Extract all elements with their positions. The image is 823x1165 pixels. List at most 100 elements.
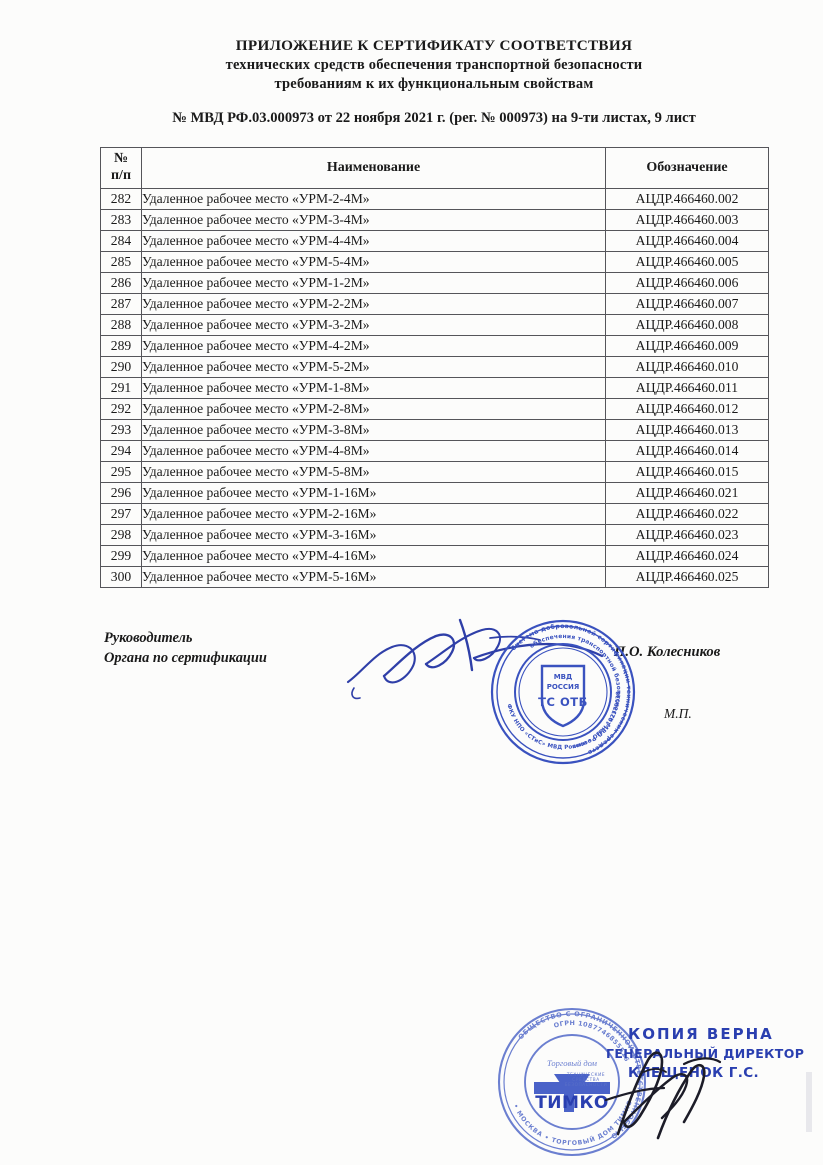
cell-designation: АЦДР.466460.009 <box>605 335 769 357</box>
cell-designation: АЦДР.466460.022 <box>605 503 769 525</box>
cell-number: 287 <box>100 293 142 315</box>
cell-number: 293 <box>100 419 142 441</box>
svg-text:ОБЩЕСТВО С ОГРАНИЧЕННОЙ ОТВЕТС: ОБЩЕСТВО С ОГРАНИЧЕННОЙ ОТВЕТСТВЕННОСТЬЮ <box>517 1010 644 1141</box>
cell-product-name: Удаленное рабочее место «УРМ-2-8М» <box>141 398 606 420</box>
table-row: 291 Удаленное рабочее место «УРМ-1-8М» АЦД… <box>100 377 769 399</box>
document-title-line-3: требованиям к их функциональным свойства… <box>274 76 594 93</box>
svg-text:РОССИЯ: РОССИЯ <box>547 683 580 691</box>
cell-number: 286 <box>100 272 142 294</box>
shield-icon <box>540 664 586 728</box>
cell-designation: АЦДР.466460.021 <box>605 482 769 504</box>
cell-product-name: Удаленное рабочее место «УРМ-4-16М» <box>141 545 606 567</box>
table-body: 282 Удаленное рабочее место «УРМ-2-4М» АЦД… <box>100 188 769 588</box>
signatory-role-line-2: Органа по сертификации <box>104 650 267 667</box>
cell-designation: АЦДР.466460.005 <box>605 251 769 273</box>
svg-text:ТИМКО: ТИМКО <box>535 1093 609 1113</box>
column-header-name: Наименование <box>141 147 606 189</box>
cell-number: 282 <box>100 188 142 210</box>
cell-number: 291 <box>100 377 142 399</box>
cell-number: 297 <box>100 503 142 525</box>
cell-number: 294 <box>100 440 142 462</box>
cell-designation: АЦДР.466460.024 <box>605 545 769 567</box>
cell-designation: АЦДР.466460.007 <box>605 293 769 315</box>
cell-number: 298 <box>100 524 142 546</box>
cell-designation: АЦДР.466460.008 <box>605 314 769 336</box>
cell-number: 300 <box>100 566 142 588</box>
svg-text:ТЕХНИЧЕСКИЕ: ТЕХНИЧЕСКИЕ <box>566 1072 605 1077</box>
cell-number: 296 <box>100 482 142 504</box>
certifier-name: КЛЕЩЕНОК Г.С. <box>628 1064 760 1081</box>
seal-place-marker: М.П. <box>664 706 692 721</box>
cell-product-name: Удаленное рабочее место «УРМ-2-4М» <box>141 188 606 210</box>
cell-product-name: Удаленное рабочее место «УРМ-3-16М» <box>141 524 606 546</box>
cell-product-name: Удаленное рабочее место «УРМ-1-2М» <box>141 272 606 294</box>
table-row: 283 Удаленное рабочее место «УРМ-3-4М» АЦД… <box>100 209 769 231</box>
document-title-line-1: ПРИЛОЖЕНИЕ К СЕРТИФИКАТУ СООТВЕТСТВИЯ <box>235 37 633 54</box>
cell-designation: АЦДР.466460.014 <box>605 440 769 462</box>
cell-designation: АЦДР.466460.011 <box>605 377 769 399</box>
document-header: ПРИЛОЖЕНИЕ К СЕРТИФИКАТУ СООТВЕТСТВИЯ те… <box>100 36 768 94</box>
cell-designation: АЦДР.466460.010 <box>605 356 769 378</box>
cell-product-name: Удаленное рабочее место «УРМ-2-16М» <box>141 503 606 525</box>
table-row: 297 Удаленное рабочее место «УРМ-2-16М» АЦ… <box>100 503 769 525</box>
table-row: 284 Удаленное рабочее место «УРМ-4-4М» АЦД… <box>100 230 769 252</box>
products-table-container: № п/п Наименование Обозначение 282 Удален… <box>100 147 769 588</box>
copy-certification-stamp: КОПИЯ ВЕРНА ГЕНЕРАЛЬНЫЙ ДИРЕКТОР КЛЕЩЕНО… <box>606 1024 823 1083</box>
cell-designation: АЦДР.466460.015 <box>605 461 769 483</box>
cell-product-name: Удаленное рабочее место «УРМ-2-2М» <box>141 293 606 315</box>
cell-product-name: Удаленное рабочее место «УРМ-5-8М» <box>141 461 606 483</box>
document-title-line-2: технических средств обеспечения транспор… <box>225 57 643 74</box>
svg-text:ТС ОТБ: ТС ОТБ <box>538 695 588 709</box>
products-table: № п/п Наименование Обозначение 282 Удален… <box>100 147 769 588</box>
cell-number: 284 <box>100 230 142 252</box>
cell-number: 299 <box>100 545 142 567</box>
cell-product-name: Удаленное рабочее место «УРМ-5-16М» <box>141 566 606 588</box>
registration-number-line: № МВД РФ.03.000973 от 22 ноября 2021 г. … <box>172 110 696 126</box>
cell-number: 289 <box>100 335 142 357</box>
table-row: 289 Удаленное рабочее место «УРМ-4-2М» АЦД… <box>100 335 769 357</box>
company-round-stamp-icon: ОБЩЕСТВО С ОГРАНИЧЕННОЙ ОТВЕТСТВЕННОСТЬЮ… <box>497 1007 647 1157</box>
table-row: 285 Удаленное рабочее место «УРМ-5-4М» АЦД… <box>100 251 769 273</box>
cell-designation: АЦДР.466460.004 <box>605 230 769 252</box>
table-row: 293 Удаленное рабочее место «УРМ-3-8М» АЦД… <box>100 419 769 441</box>
certifier-position: ГЕНЕРАЛЬНЫЙ ДИРЕКТОР <box>606 1045 805 1061</box>
cell-product-name: Удаленное рабочее место «УРМ-3-2М» <box>141 314 606 336</box>
cell-number: 283 <box>100 209 142 231</box>
svg-text:БЕЗОПАСНОСТИ: БЕЗОПАСНОСТИ <box>565 1082 608 1087</box>
svg-text:• МОСКВА • ТОРГОВЫЙ ДОМ ТИМК: • МОСКВА • ТОРГОВЫЙ ДОМ ТИМКО <box>512 1099 635 1147</box>
column-header-number-line2: п/п <box>110 168 132 183</box>
cell-designation: АЦДР.466460.002 <box>605 188 769 210</box>
cell-designation: АЦДР.466460.025 <box>605 566 769 588</box>
cell-product-name: Удаленное рабочее место «УРМ-4-2М» <box>141 335 606 357</box>
table-row: 292 Удаленное рабочее место «УРМ-2-8М» АЦД… <box>100 398 769 420</box>
table-row: 290 Удаленное рабочее место «УРМ-5-2М» АЦД… <box>100 356 769 378</box>
table-row: 299 Удаленное рабочее место «УРМ-4-16М» АЦ… <box>100 545 769 567</box>
timko-logo-icon: ТИМКО <box>534 1074 610 1113</box>
column-header-number: № п/п <box>100 147 142 189</box>
table-row: 294 Удаленное рабочее место «УРМ-4-8М» АЦД… <box>100 440 769 462</box>
table-row: 282 Удаленное рабочее место «УРМ-2-4М» АЦД… <box>100 188 769 210</box>
copy-certified-label: КОПИЯ ВЕРНА <box>628 1025 774 1043</box>
signature-block: Руководитель Органа по сертификации П.О.… <box>104 628 768 721</box>
cell-designation: АЦДР.466460.006 <box>605 272 769 294</box>
column-header-designation: Обозначение <box>605 147 769 189</box>
cell-product-name: Удаленное рабочее место «УРМ-5-4М» <box>141 251 606 273</box>
cell-product-name: Удаленное рабочее место «УРМ-1-16М» <box>141 482 606 504</box>
table-header-row: № п/п Наименование Обозначение <box>100 147 769 189</box>
signatory-role-line-1: Руководитель <box>104 630 193 646</box>
cell-product-name: Удаленное рабочее место «УРМ-3-4М» <box>141 209 606 231</box>
scan-edge-artifact <box>806 1072 812 1132</box>
table-row: 287 Удаленное рабочее место «УРМ-2-2М» АЦД… <box>100 293 769 315</box>
cell-product-name: Удаленное рабочее место «УРМ-4-4М» <box>141 230 606 252</box>
cell-designation: АЦДР.466460.003 <box>605 209 769 231</box>
cell-product-name: Удаленное рабочее место «УРМ-3-8М» <box>141 419 606 441</box>
cell-number: 288 <box>100 314 142 336</box>
cell-designation: АЦДР.466460.023 <box>605 524 769 546</box>
cell-product-name: Удаленное рабочее место «УРМ-5-2М» <box>141 356 606 378</box>
column-header-number-line1: № <box>113 151 129 167</box>
table-row: 295 Удаленное рабочее место «УРМ-5-8М» АЦД… <box>100 461 769 483</box>
table-row: 300 Удаленное рабочее место «УРМ-5-16М» АЦ… <box>100 566 769 588</box>
table-row: 286 Удаленное рабочее место «УРМ-1-2М» АЦД… <box>100 272 769 294</box>
cell-number: 290 <box>100 356 142 378</box>
